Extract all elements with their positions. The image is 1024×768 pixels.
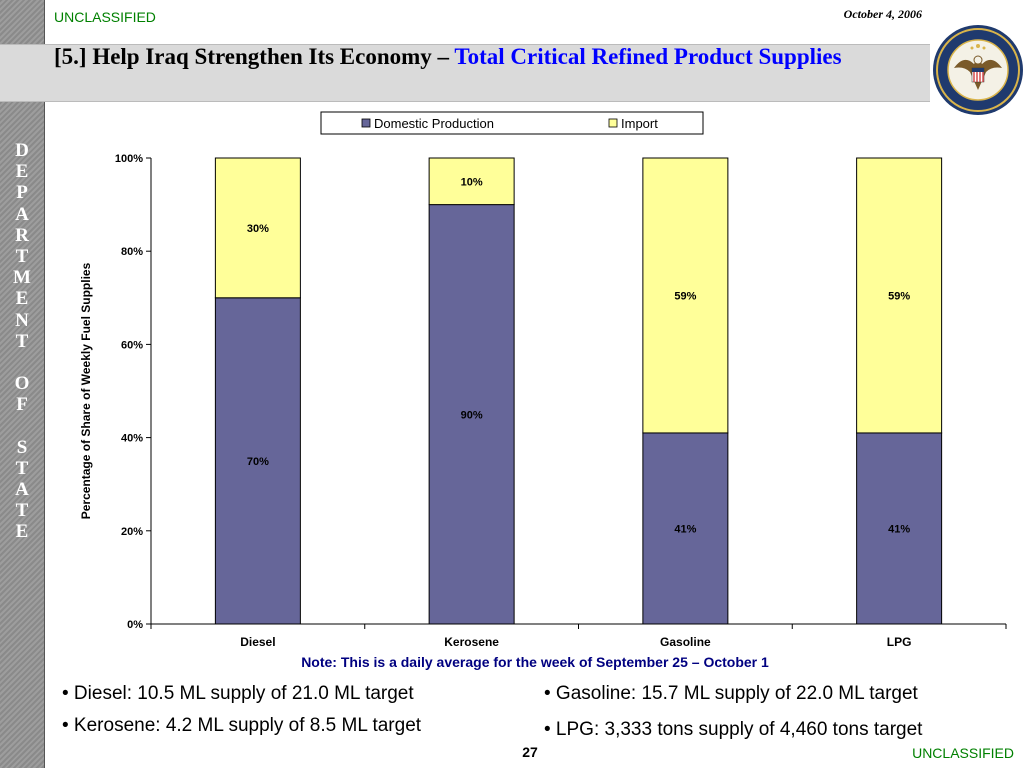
slide-title: [5.] Help Iraq Strengthen Its Economy – … [54,41,929,72]
title-main: [5.] Help Iraq Strengthen Its Economy – [54,44,455,69]
bar-segment [428,157,515,206]
y-axis-title: Percentage of Share of Weekly Fuel Suppl… [79,262,93,519]
bullet-lpg: • LPG: 3,333 tons supply of 4,460 tons t… [544,719,923,740]
data-label: 41% [888,523,910,535]
sidebar-letter: D [15,140,29,161]
sidebar-letter: O [14,373,30,395]
x-tick-label: LPG [887,635,912,649]
legend-box [320,111,704,135]
bar-segment [214,297,301,625]
data-label: 30% [247,223,269,235]
bar-segment [856,157,943,434]
y-tick-label: 60% [121,339,143,351]
sidebar-letter: T [15,330,29,352]
sidebar-letter: S [16,436,28,458]
data-label: 59% [674,290,696,302]
sidebar-letter: E [15,288,29,310]
data-label: 90% [461,409,483,421]
y-tick-label: 100% [115,153,143,165]
bullet-kerosene: • Kerosene: 4.2 ML supply of 8.5 ML targ… [62,715,422,736]
title-bar [0,44,930,102]
sidebar-letter: A [15,479,29,500]
sidebar-letter: T [15,457,29,479]
slide-date: October 4, 2006 [843,7,922,21]
sidebar-letter: E [15,161,29,183]
y-tick-label: 0% [127,619,143,631]
legend-swatch [361,118,371,128]
bar-segment [642,432,729,625]
y-tick-label: 80% [121,246,143,258]
page-number: 27 [522,744,538,760]
data-label: 10% [461,176,483,188]
bar-segment [428,204,515,625]
sidebar-letter: E [15,521,29,543]
data-label: 59% [888,290,910,302]
bullet-diesel: • Diesel: 10.5 ML supply of 21.0 ML targ… [62,683,414,704]
department-of-state-seal-icon [933,25,1023,115]
x-tick-label: Kerosene [444,635,499,649]
sidebar-letter: T [15,245,29,267]
legend-label: Import [621,116,658,131]
legend-swatch [608,118,618,128]
title-accent: Total Critical Refined Product Supplies [454,44,842,69]
sidebar-letter: R [15,224,29,246]
x-tick-label: Diesel [240,635,275,649]
y-tick-label: 40% [121,433,143,445]
bullet-gasoline: • Gasoline: 15.7 ML supply of 22.0 ML ta… [544,683,918,704]
y-tick-label: 20% [121,526,143,538]
x-tick-label: Gasoline [660,635,711,649]
legend-label: Domestic Production [374,116,494,131]
classification-top: UNCLASSIFIED [54,9,156,25]
bar-segment [856,432,943,625]
sidebar-letter: F [16,394,28,416]
chart-note: Note: This is a daily average for the we… [301,654,769,670]
data-label: 70% [247,456,269,468]
sidebar-letter: N [15,309,29,331]
bar-segment [642,157,729,434]
sidebar-letter: A [15,203,29,225]
sidebar-letter: P [16,182,28,204]
sidebar-letter: T [15,500,29,522]
bar-segment [214,157,301,299]
sidebar-letter: M [13,267,31,289]
classification-bottom: UNCLASSIFIED [912,745,1014,761]
data-label: 41% [674,523,696,535]
